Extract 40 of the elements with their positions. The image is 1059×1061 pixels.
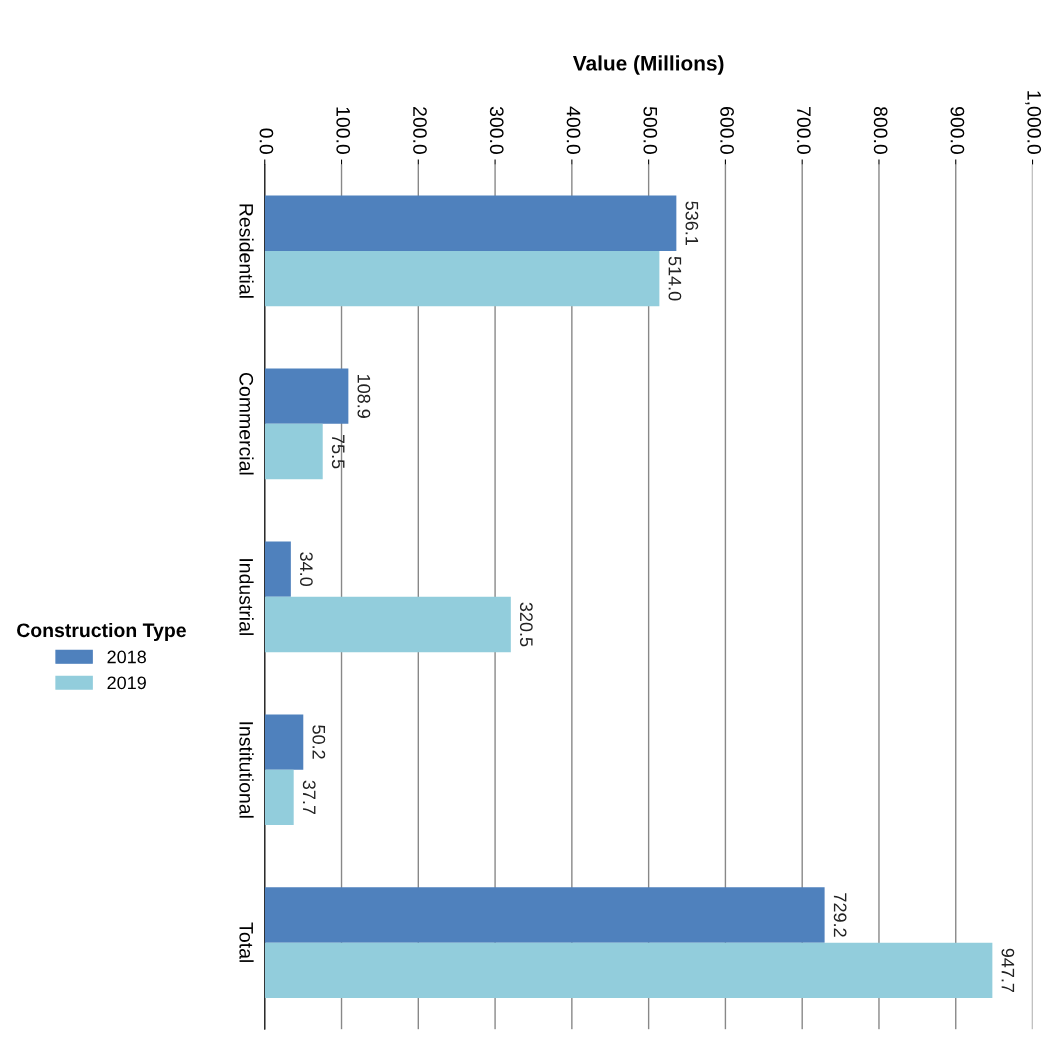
y-tick-label: Institutional	[239, 722, 254, 818]
x-tick-label: 800.0	[873, 106, 888, 154]
data-label: 37.7	[302, 780, 316, 815]
data-label: 34.0	[299, 552, 313, 587]
x-tick-label: 900.0	[950, 106, 965, 154]
data-label: 536.1	[685, 201, 699, 245]
data-label: 108.9	[357, 374, 371, 418]
bar	[264, 423, 323, 480]
x-tick-label: 700.0	[796, 107, 811, 154]
bar	[264, 714, 304, 770]
x-tick-label: 400.0	[566, 106, 581, 154]
x-tick-label: 100.0	[336, 107, 351, 154]
legend-title: Construction Type	[17, 622, 186, 642]
bar	[264, 195, 677, 251]
y-tick-label: Residential	[239, 204, 254, 298]
data-label: 320.5	[519, 602, 533, 647]
bar	[264, 887, 825, 943]
y-tick-label: Commercial	[239, 373, 254, 475]
y-tick-label: Total	[239, 922, 254, 962]
x-tick-label: 600.0	[720, 107, 734, 154]
data-label: 729.2	[833, 893, 847, 937]
bar	[264, 368, 349, 424]
x-tick-label: 0.0	[259, 128, 274, 154]
bar	[264, 596, 511, 653]
legend-label: 2018	[107, 650, 146, 664]
data-label: 514.0	[668, 256, 682, 301]
x-tick-label: 200.0	[413, 107, 427, 154]
data-label: 947.7	[1001, 948, 1015, 993]
y-tick-label: Industrial	[239, 559, 254, 635]
legend-label: 2019	[107, 676, 146, 690]
data-label: 50.2	[312, 725, 326, 759]
bar	[264, 942, 993, 999]
x-tick-label: 300.0	[489, 106, 504, 154]
x-tick-label: 1,000.0	[1025, 91, 1042, 154]
bar	[264, 250, 660, 307]
data-label: 75.5	[331, 434, 345, 469]
x-tick-label: 500.0	[643, 106, 658, 154]
x-axis-title: Value (Millions)	[572, 55, 724, 75]
bar	[264, 769, 294, 826]
bar	[264, 541, 291, 597]
